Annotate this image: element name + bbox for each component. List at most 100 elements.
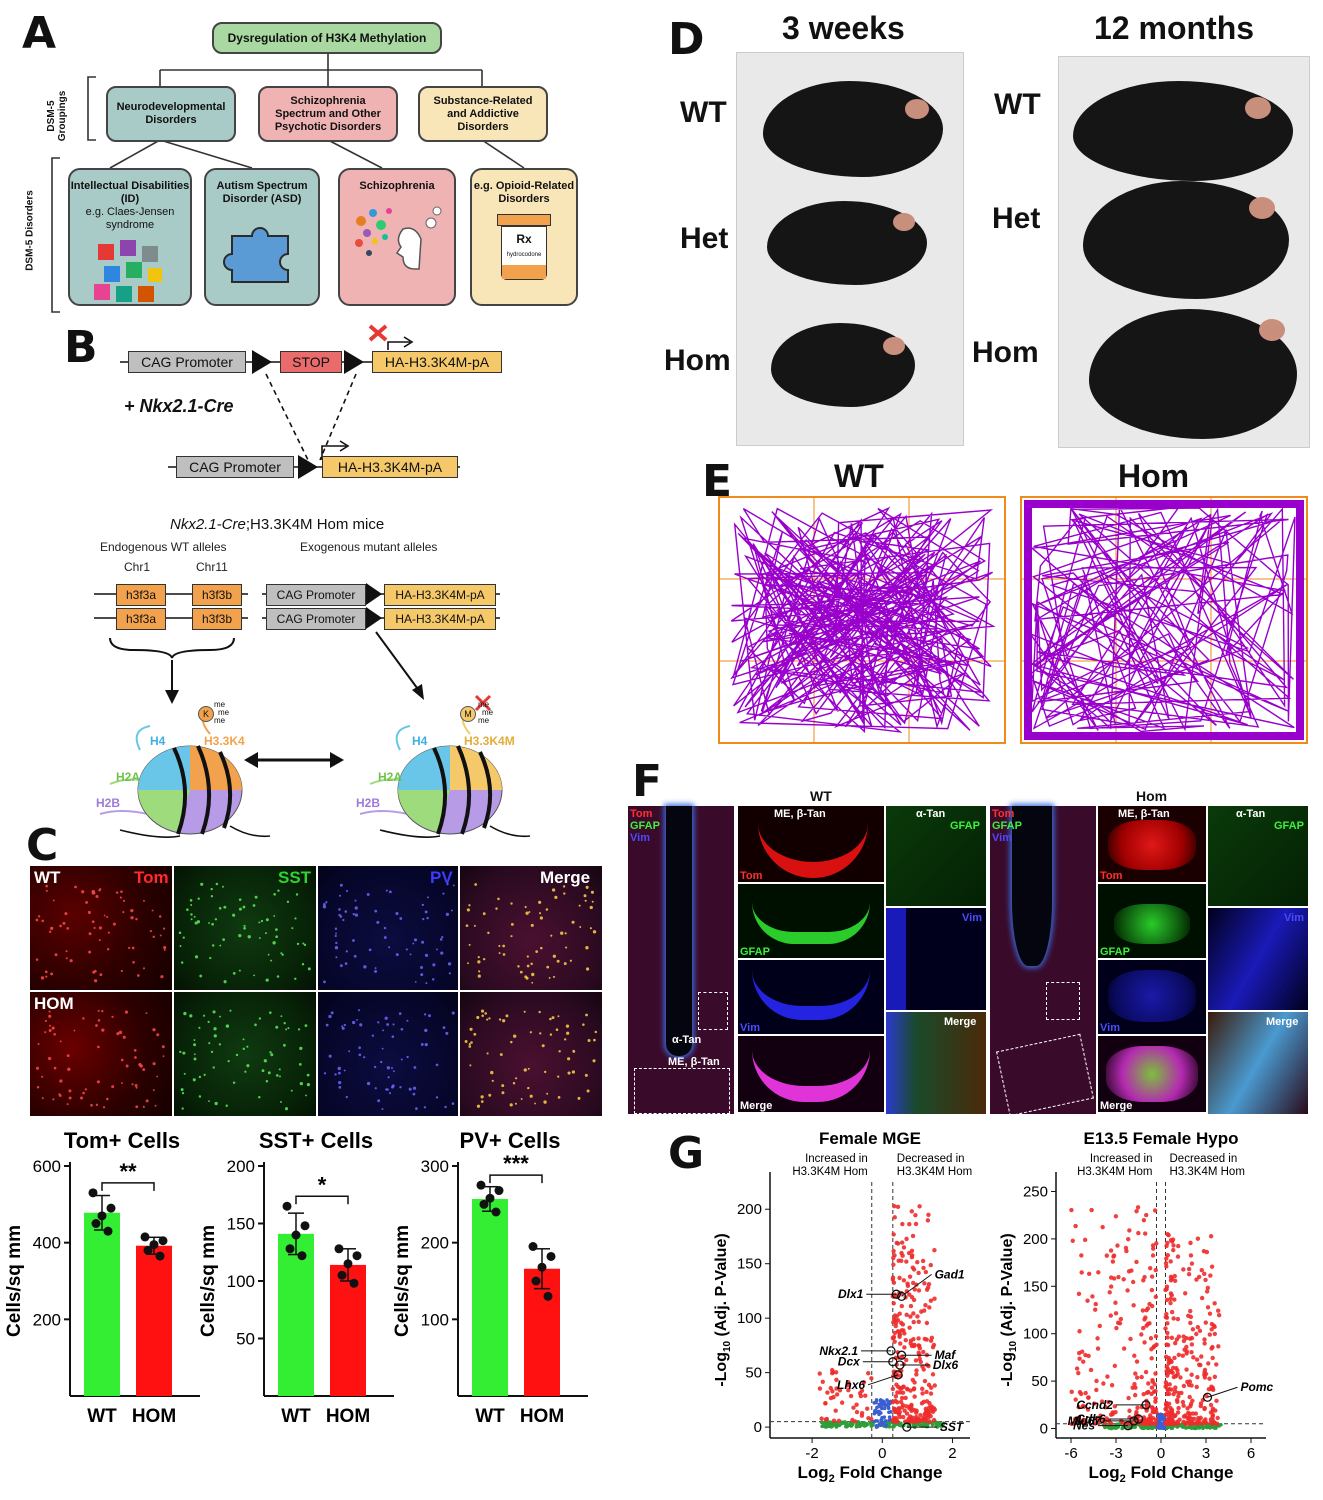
h33k4m-label: H3.3K4M [464,734,515,748]
sig-gene-point [1139,1332,1144,1337]
cell-dot [490,1070,494,1075]
cell-dot [182,1051,186,1055]
sig-gene-point [1171,1243,1176,1248]
sig-gene-point [911,1297,917,1303]
ns-gene-point [868,1420,873,1425]
cell-dot [97,1019,101,1022]
small-fc-gene-point [874,1398,879,1402]
cell-dot [276,975,280,978]
sig-gene-point [1203,1320,1208,1325]
cell-dot [62,921,66,925]
cell-dot [387,1076,390,1079]
mouse-wt-12m [1073,81,1293,181]
cell-dot [37,915,41,918]
ns-gene-point [1166,1425,1170,1429]
sig-gene-point [927,1401,932,1406]
group-substance: Substance-Related and Addictive Disorder… [418,86,548,142]
cell-dot [451,1011,455,1015]
f-wt-over-tom: Tom [630,808,653,820]
sig-gene-point [903,1395,908,1401]
sig-gene-point [1136,1230,1141,1236]
f-hom-atan-merge-label: Merge [1266,1016,1299,1028]
cell-dot [50,926,54,931]
cell-dot [465,924,469,928]
sig-gene-point [1134,1259,1139,1265]
sig-gene-point [1150,1406,1155,1411]
cell-dot [198,1095,202,1098]
small-fc-gene-point [875,1419,880,1423]
sig-gene-point [1165,1330,1170,1336]
cell-dot [380,1060,383,1064]
sig-gene-point [1194,1384,1199,1390]
cell-dot [135,917,138,921]
y-axis-label: Cells/sq mm [4,1225,25,1337]
gene-h3f3b-2: h3f3b [192,608,242,630]
significance-stars: *** [503,1151,529,1176]
gene-label: Maf [935,1348,957,1362]
data-point [88,1188,98,1198]
sig-gene-point [1139,1374,1144,1380]
volcano-y-tick-label: 150 [737,1256,762,1273]
sig-gene-point [911,1387,917,1392]
sig-gene-point [1185,1415,1190,1421]
cell-dot [589,905,593,910]
cell-dot [323,1072,327,1075]
cell-dot [97,1009,100,1012]
cell-dot [569,959,572,962]
cell-dot [106,916,109,919]
sig-gene-point [1209,1264,1215,1269]
f-hom-me-vim [1098,960,1206,1034]
cell-dot [180,1088,184,1092]
sig-gene-point [1186,1266,1192,1272]
channel-merge: Merge [540,868,591,887]
y-axis-label: Cells/sq mm [392,1225,413,1337]
cell-dot [190,918,193,921]
cell-dot [424,1042,428,1047]
cell-dot [280,952,283,955]
cell-dot [590,890,594,894]
cell-dot [218,906,222,910]
cell-dot [106,948,110,951]
cell-dot [278,1075,281,1078]
cell-dot [145,1099,149,1103]
sig-gene-point [1211,1323,1216,1328]
sig-gene-point [1186,1272,1192,1277]
sig-gene-point [904,1386,910,1392]
sig-gene-point [1191,1355,1196,1360]
sig-gene-point [1172,1389,1178,1394]
dsm-groupings-label: DSM-5 Groupings [46,90,68,142]
volcano-y-axis-label: -Log10 (Adj. P-Value) [999,1233,1019,1386]
significance-bracket [489,1174,543,1184]
sig-gene-point [1197,1328,1203,1334]
cell-dot [294,917,297,920]
gene-label: Dlx6 [933,1358,959,1372]
sig-gene-point [1153,1267,1158,1273]
cell-dot [149,929,153,933]
decreased-note: Decreased in H3.3K4M Hom [1170,1153,1245,1178]
sig-gene-point [898,1341,903,1346]
cell-dot [122,1035,126,1039]
cell-dot [101,1028,105,1032]
cell-dot [357,1009,361,1012]
cell-dot [352,939,355,942]
sig-gene-point [1196,1274,1202,1280]
increased-note: Increased in H3.3K4M Hom [792,1153,867,1178]
sig-gene-point [1132,1353,1137,1358]
y-tick-label: 50 [236,1330,255,1349]
sig-gene-point [1121,1277,1126,1282]
cell-dot [557,1096,561,1099]
cell-dot [339,883,343,887]
gene-label: Nkx2.1 [819,1344,858,1358]
cell-dot [334,946,339,950]
data-point [91,1219,101,1228]
sig-gene-point [1086,1353,1091,1359]
sig-gene-point [920,1386,925,1392]
cell-dot [223,905,227,909]
sig-gene-point [1085,1298,1090,1303]
sig-gene-point [899,1258,904,1264]
sig-gene-point [1130,1279,1136,1285]
cell-dot [339,964,343,968]
x-tick-label: HOM [326,1406,370,1427]
gene-label: Pomc [1241,1380,1274,1394]
cell-dot [244,1070,247,1073]
